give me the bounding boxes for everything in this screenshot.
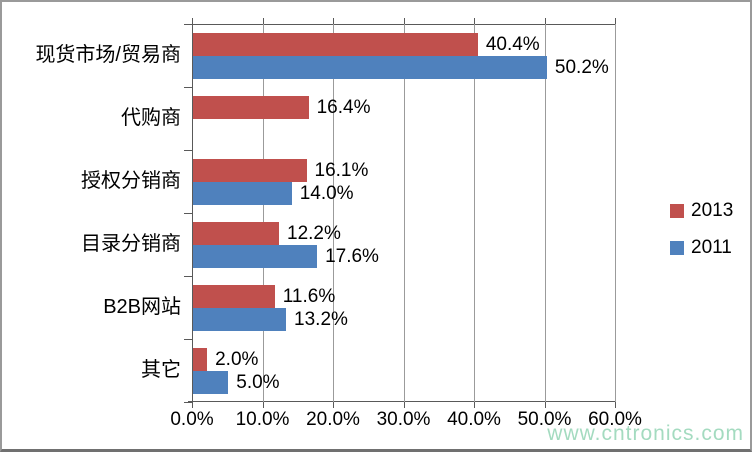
data-label: 13.2% — [294, 309, 348, 330]
legend-item-2011: 2011 — [670, 237, 733, 259]
legend-item-2013: 2013 — [670, 200, 733, 222]
bar-2011 — [193, 182, 292, 205]
bar-2013 — [193, 159, 307, 182]
plot-area: 40.4% 50.2% 16.4% 16.1% 14.0% 12.2% 17.6% 11.6%… — [184, 18, 616, 408]
bar-2013 — [193, 222, 279, 245]
y-axis-line — [192, 18, 193, 408]
x-tick-label: 20.0% — [306, 409, 360, 430]
legend-label-2011: 2011 — [691, 237, 732, 258]
x-axis-line — [188, 401, 615, 402]
bar-2013 — [193, 33, 478, 56]
axis-tick — [184, 339, 192, 340]
axis-tick — [404, 18, 405, 24]
x-tick-label: 40.0% — [447, 409, 501, 430]
plot-top-border — [192, 24, 615, 25]
legend: 2013 2011 — [670, 200, 733, 259]
x-tick-label: 0.0% — [170, 409, 214, 430]
data-label: 12.2% — [287, 223, 341, 244]
data-label: 50.2% — [554, 57, 609, 78]
axis-tick — [545, 18, 546, 24]
gridline — [615, 24, 616, 402]
axis-tick — [184, 276, 192, 277]
bar-2013 — [193, 348, 208, 371]
category-label: 授权分销商 — [81, 170, 181, 192]
category-label: 代购商 — [121, 107, 181, 129]
bar-2011 — [193, 245, 318, 268]
axis-tick — [333, 18, 334, 24]
axis-tick — [184, 150, 192, 151]
gridline — [474, 24, 475, 402]
axis-tick — [545, 402, 546, 408]
gridline — [545, 24, 546, 402]
category-label: 目录分销商 — [81, 233, 181, 255]
gridline — [263, 24, 264, 402]
bar-2011 — [193, 371, 229, 394]
data-label: 16.4% — [316, 97, 371, 118]
axis-tick — [404, 402, 405, 408]
legend-swatch-2011-icon — [670, 241, 684, 255]
category-label: 现货市场/贸易商 — [35, 44, 181, 66]
axis-tick — [184, 87, 192, 88]
axis-tick — [184, 213, 192, 214]
gridline — [333, 24, 334, 402]
x-tick-label: 10.0% — [235, 409, 290, 430]
legend-swatch-2013-icon — [670, 204, 684, 218]
bar-2011 — [193, 308, 287, 331]
axis-tick — [263, 18, 264, 24]
axis-tick — [474, 402, 475, 408]
data-label: 11.6% — [282, 286, 336, 307]
data-label: 16.1% — [314, 160, 369, 181]
data-label: 2.0% — [215, 349, 259, 370]
gridline — [404, 24, 405, 402]
data-label: 5.0% — [236, 372, 280, 393]
x-tick-label: 30.0% — [376, 409, 431, 430]
category-label: 其它 — [141, 359, 181, 381]
axis-tick — [474, 18, 475, 24]
bar-2011 — [193, 56, 547, 79]
x-tick-label: 60.0% — [588, 409, 642, 430]
legend-label-2013: 2013 — [691, 200, 734, 221]
watermark: www.cntronics.com — [547, 422, 744, 445]
axis-tick — [333, 402, 334, 408]
axis-tick — [184, 24, 192, 25]
axis-tick — [615, 402, 616, 408]
axis-tick — [615, 18, 616, 24]
category-label: B2B网站 — [103, 296, 181, 318]
data-label: 40.4% — [485, 34, 540, 55]
bar-2013 — [193, 285, 275, 308]
data-label: 17.6% — [325, 246, 379, 267]
data-label: 14.0% — [299, 183, 354, 204]
bar-2013 — [193, 96, 309, 119]
axis-tick — [184, 402, 192, 403]
x-tick-label: 50.0% — [517, 409, 572, 430]
axis-tick — [263, 402, 264, 408]
